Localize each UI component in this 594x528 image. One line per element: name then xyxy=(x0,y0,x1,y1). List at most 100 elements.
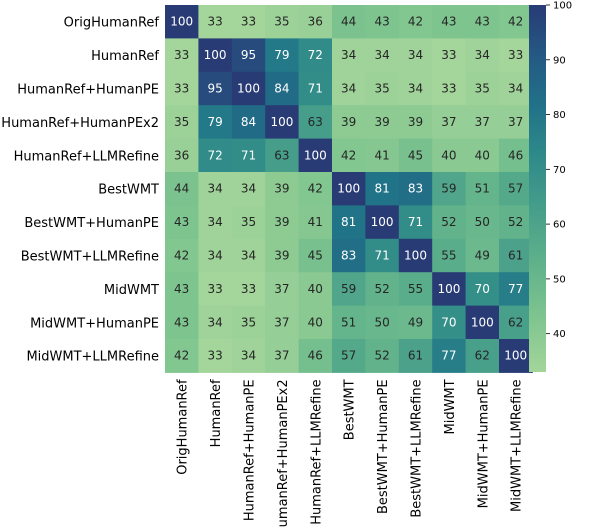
heatmap-cell xyxy=(198,339,233,373)
cell-value-label: 34 xyxy=(508,82,523,96)
column-labels: OrigHumanRef HumanRef HumanRef+HumanPE Huma… xyxy=(176,379,525,528)
heatmap-cell xyxy=(332,172,366,206)
heatmap-cell xyxy=(398,272,433,307)
heatmap-cell xyxy=(398,305,433,340)
colorbar-tick-label: 50 xyxy=(553,274,566,285)
heatmap-cell xyxy=(231,305,266,340)
cell-value-label: 84 xyxy=(274,82,289,96)
cell-value-label: 34 xyxy=(341,48,356,62)
heatmap-cell xyxy=(365,339,400,373)
cell-value-label: 34 xyxy=(207,315,222,329)
heatmap-cell xyxy=(165,38,199,73)
heatmap-cell xyxy=(499,38,533,73)
heatmap-cell xyxy=(332,38,366,73)
row-tick-label: HumanRef+HumanPE xyxy=(17,83,159,98)
cell-value-label: 57 xyxy=(341,349,356,363)
heatmap-cell xyxy=(465,105,500,140)
heatmap-cell xyxy=(465,205,500,240)
heatmap-cell xyxy=(365,272,400,307)
heatmap-cell xyxy=(432,272,467,307)
cell-value-label: 44 xyxy=(341,15,356,29)
cell-value-label: 61 xyxy=(408,349,423,363)
colorbar-tick-label: 90 xyxy=(553,55,566,66)
cell-value-label: 40 xyxy=(308,315,323,329)
cell-value-label: 34 xyxy=(374,48,389,62)
cell-value-label: 42 xyxy=(408,15,423,29)
cell-value-label: 33 xyxy=(174,48,189,62)
cell-value-label: 62 xyxy=(508,315,523,329)
heatmap-cell xyxy=(432,305,467,340)
heatmap-cell xyxy=(298,105,333,140)
heatmap-cell xyxy=(465,138,500,173)
cell-value-label: 39 xyxy=(274,215,289,229)
heatmap-cell xyxy=(499,172,533,206)
heatmap-cell xyxy=(465,272,500,307)
cell-value-label: 37 xyxy=(508,115,523,129)
cell-value-label: 100 xyxy=(170,15,193,29)
cell-value-label: 55 xyxy=(408,282,423,296)
cell-value-label: 71 xyxy=(408,215,423,229)
heatmap-cell xyxy=(265,138,300,173)
cell-value-label: 52 xyxy=(508,215,523,229)
heatmap-cell xyxy=(499,105,533,140)
cell-value-label: 43 xyxy=(174,215,189,229)
cell-value-label: 34 xyxy=(408,48,423,62)
heatmap-cell xyxy=(165,272,199,307)
column-tick-label: MidWMT+LLMRefine xyxy=(510,379,525,512)
cell-value-label: 45 xyxy=(308,249,323,263)
heatmap-cell xyxy=(298,339,333,373)
row-tick-label: HumanRef+LLMRefine xyxy=(14,149,159,164)
cell-value-label: 55 xyxy=(441,249,456,263)
cell-value-label: 39 xyxy=(274,249,289,263)
cell-value-label: 45 xyxy=(408,148,423,162)
cell-value-label: 100 xyxy=(471,315,494,329)
heatmap-cell xyxy=(265,71,300,106)
heatmap-cell xyxy=(398,138,433,173)
heatmap-cell xyxy=(332,272,366,307)
heatmap-cell xyxy=(165,138,199,173)
heatmap-cell xyxy=(398,238,433,273)
colorbar-tick-label: 80 xyxy=(553,110,566,121)
cell-value-label: 39 xyxy=(274,182,289,196)
heatmap-cell xyxy=(499,238,533,273)
column-tick-label: OrigHumanRef xyxy=(176,379,191,475)
heatmap-cell xyxy=(465,238,500,273)
cell-value-label: 84 xyxy=(241,115,256,129)
heatmap-cell xyxy=(332,238,366,273)
heatmap-cell xyxy=(465,339,500,373)
cell-value-label: 35 xyxy=(241,315,256,329)
cell-value-label: 34 xyxy=(241,349,256,363)
cell-value-label: 40 xyxy=(441,148,456,162)
heatmap-cell xyxy=(298,272,333,307)
heatmap-cell xyxy=(465,5,500,39)
heatmap-cell xyxy=(231,5,266,39)
cell-value-label: 33 xyxy=(441,48,456,62)
heatmap-cell xyxy=(332,138,366,173)
heatmap-cell xyxy=(231,339,266,373)
cell-value-label: 95 xyxy=(241,48,256,62)
cell-value-label: 63 xyxy=(308,115,323,129)
row-tick-label: BestWMT+HumanPE xyxy=(24,216,159,231)
row-tick-label: MidWMT+LLMRefine xyxy=(26,350,159,365)
colorbar-tick-label: 100 xyxy=(553,1,572,12)
cell-value-label: 35 xyxy=(274,15,289,29)
heatmap-cell xyxy=(499,5,533,39)
heatmap-cell xyxy=(298,38,333,73)
cell-value-label: 40 xyxy=(308,282,323,296)
cell-value-label: 46 xyxy=(308,349,323,363)
cell-value-label: 34 xyxy=(241,249,256,263)
colorbar-tick-label: 40 xyxy=(553,329,566,340)
cell-value-label: 34 xyxy=(207,249,222,263)
cell-value-label: 70 xyxy=(475,282,490,296)
cell-value-label: 33 xyxy=(241,15,256,29)
cell-value-label: 33 xyxy=(508,48,523,62)
cell-value-label: 43 xyxy=(374,15,389,29)
cell-value-label: 44 xyxy=(174,182,189,196)
heatmap-cell xyxy=(499,305,533,340)
heatmap-cell xyxy=(231,238,266,273)
cell-value-label: 33 xyxy=(174,82,189,96)
cell-value-label: 59 xyxy=(341,282,356,296)
heatmap-cell xyxy=(198,105,233,140)
cell-value-label: 81 xyxy=(341,215,356,229)
row-tick-label: OrigHumanRef xyxy=(64,16,160,31)
